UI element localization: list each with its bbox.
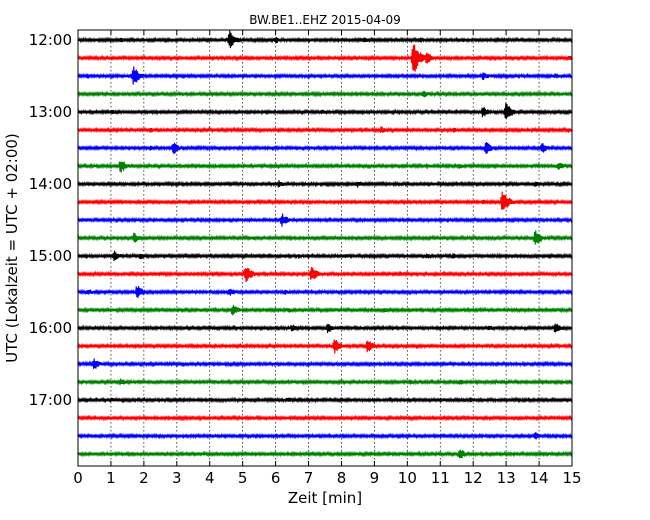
seismic-trace: [77, 213, 573, 227]
seismic-trace: [77, 191, 573, 210]
y-tick-label: 14:00: [29, 175, 72, 193]
x-tick-label: 1: [106, 469, 116, 487]
seismic-trace: [77, 285, 573, 298]
plot-frame: [77, 29, 573, 467]
seismic-trace: [77, 66, 573, 85]
seismic-trace: [77, 378, 573, 386]
seismic-trace: [77, 449, 573, 459]
y-tick-label: 17:00: [29, 391, 72, 409]
seismic-trace: [77, 323, 573, 333]
seismic-trace: [77, 250, 573, 262]
y-tick-label: 12:00: [29, 31, 72, 49]
vertical-grid: [110, 30, 540, 466]
x-tick-label: 4: [205, 469, 215, 487]
seismic-trace: [77, 358, 573, 369]
seismic-trace: [77, 141, 573, 155]
x-tick-label: 15: [562, 469, 581, 487]
x-tick-label: 8: [337, 469, 347, 487]
seismic-trace: [77, 180, 573, 188]
chart-title: BW.BE1..EHZ 2015-04-09: [249, 13, 401, 27]
y-tick-label: 13:00: [29, 103, 72, 121]
seismic-trace: [77, 161, 573, 173]
x-tick-label: 12: [464, 469, 483, 487]
y-axis-title: UTC (Lokalzeit = UTC + 02:00): [3, 133, 21, 363]
trace-group: [77, 30, 573, 459]
x-tick-label: 13: [497, 469, 516, 487]
seismic-trace: [77, 90, 573, 98]
y-tick-label: 15:00: [29, 247, 72, 265]
seismic-trace: [77, 267, 573, 283]
x-tick-label: 9: [370, 469, 380, 487]
y-tick-label: 16:00: [29, 319, 72, 337]
x-tick-label: 2: [139, 469, 149, 487]
seismic-trace: [77, 432, 573, 440]
x-tick-label: 10: [398, 469, 417, 487]
axis-group: 0 1 2 3 4 5 6 7 8 9 10 11 12 13 14 1512:0013:0014:0015:…: [29, 29, 582, 487]
x-tick-label: 0: [73, 469, 83, 487]
x-tick-label: 7: [304, 469, 314, 487]
x-tick-label: 6: [271, 469, 281, 487]
x-tick-label: 14: [530, 469, 549, 487]
seismic-trace: [77, 414, 573, 422]
x-tick-label: 5: [238, 469, 248, 487]
x-tick-label: 11: [431, 469, 450, 487]
seismic-trace: [77, 102, 573, 119]
seismic-trace: [77, 304, 573, 316]
seismic-trace: [77, 339, 573, 354]
seismic-trace: [77, 126, 573, 134]
seismic-trace: [77, 44, 573, 72]
seismic-trace: [77, 30, 573, 49]
x-tick-label: 3: [172, 469, 182, 487]
seismic-trace: [77, 230, 573, 245]
seismic-trace: [77, 396, 573, 404]
x-axis-title: Zeit [min]: [288, 489, 362, 507]
